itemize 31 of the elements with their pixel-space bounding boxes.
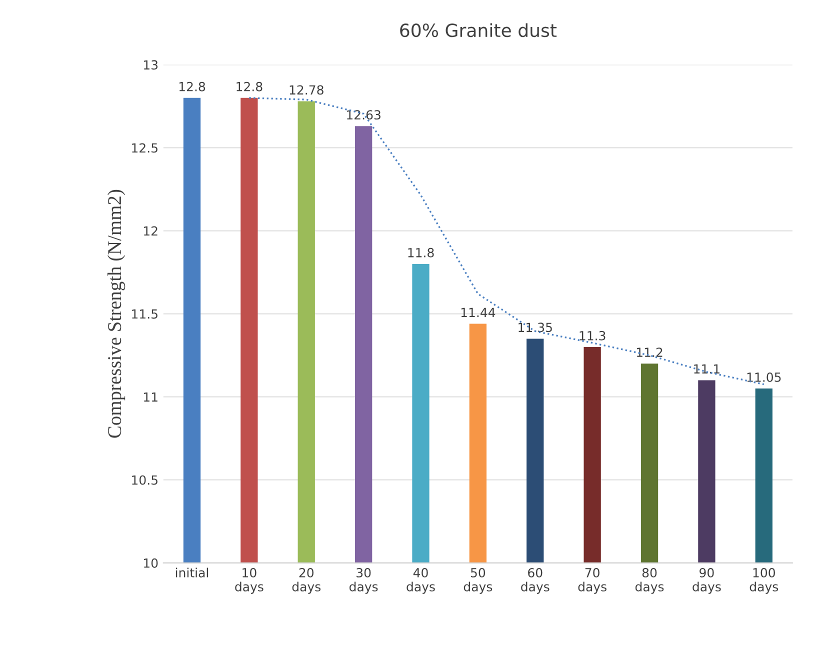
y-tick-label: 10.5 — [132, 475, 158, 485]
x-tick-label: 80 days — [635, 568, 664, 594]
chart-title: 60% Granite dust — [400, 23, 557, 38]
x-tick-label: 30 days — [350, 568, 378, 594]
y-tick-label: 11.5 — [132, 309, 158, 319]
data-label: 11.8 — [408, 248, 434, 258]
x-tick-label: 50 days — [464, 568, 492, 594]
data-label: 11.3 — [580, 330, 606, 340]
y-tick-label: 13 — [144, 60, 158, 70]
data-label: 12.8 — [236, 82, 262, 92]
x-tick-label: 10 days — [235, 568, 264, 594]
data-label: 11.05 — [747, 372, 781, 382]
x-tick-label: 100 days — [750, 568, 778, 594]
data-label: 11.44 — [461, 308, 496, 317]
data-label: 12.8 — [179, 82, 206, 92]
x-tick-label: 40 days — [406, 568, 435, 594]
data-label: 12.78 — [290, 85, 324, 95]
y-axis-title: Compressive Strength (N/mm2) — [107, 190, 126, 438]
data-label: 11.2 — [636, 348, 662, 357]
data-label: 11.35 — [518, 322, 552, 332]
x-tick-label: initial — [176, 568, 208, 578]
x-tick-label: 70 days — [578, 568, 606, 594]
data-label: 12.63 — [347, 110, 380, 120]
y-tick-label: 12.5 — [132, 143, 158, 153]
data-label: 11.1 — [694, 364, 720, 374]
y-tick-label: 10 — [144, 558, 158, 568]
x-tick-label: 60 days — [521, 568, 550, 594]
x-tick-label: 90 days — [692, 568, 721, 594]
y-tick-label: 11 — [144, 392, 158, 402]
x-tick-label: 20 days — [292, 568, 321, 594]
y-tick-label: 12 — [144, 226, 158, 236]
